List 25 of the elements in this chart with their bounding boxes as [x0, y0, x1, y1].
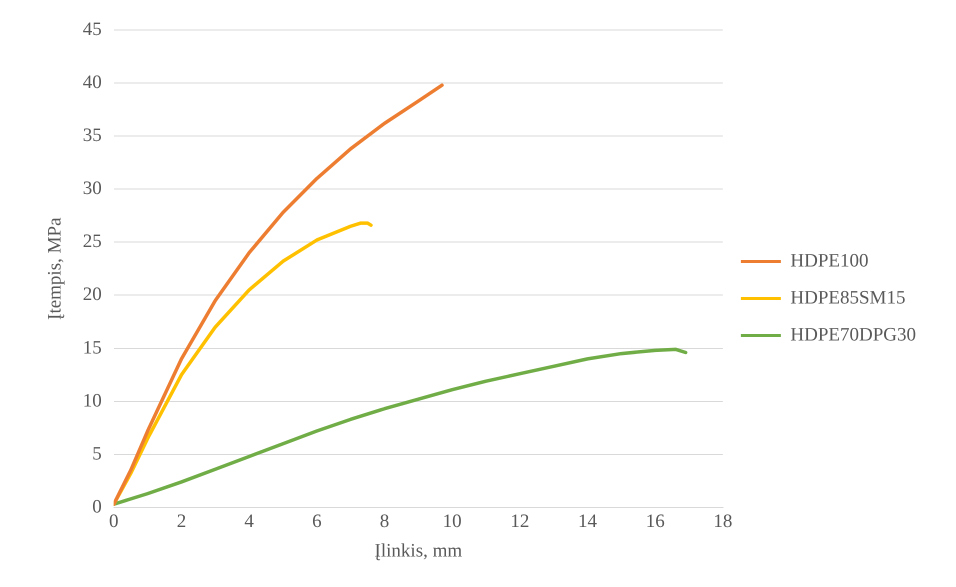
x-tick-label: 2	[176, 510, 186, 532]
x-tick-label: 0	[109, 510, 119, 532]
y-tick-label: 15	[82, 337, 102, 358]
x-tick-label: 18	[713, 510, 732, 532]
x-tick-label: 10	[442, 510, 462, 532]
y-tick-label: 40	[82, 72, 102, 94]
legend-label: HDPE100	[790, 250, 868, 272]
y-axis-title: Įtempis, MPa	[44, 216, 66, 320]
x-axis-title: Įlinkis, mm	[374, 540, 462, 562]
y-tick-label: 25	[82, 231, 102, 252]
y-tick-label: 0	[92, 496, 102, 518]
x-tick-label: 6	[312, 510, 322, 532]
x-tick-label: 12	[510, 510, 530, 532]
y-tick-label: 45	[82, 18, 102, 40]
y-tick-label: 20	[82, 284, 102, 306]
x-tick-label: 14	[578, 510, 598, 532]
legend-label: HDPE85SM15	[790, 287, 906, 308]
y-tick-label: 10	[82, 390, 102, 412]
x-tick-label: 4	[244, 510, 254, 532]
x-tick-label: 8	[380, 510, 390, 532]
legend-label: HDPE70DPG30	[790, 324, 916, 346]
y-tick-label: 35	[82, 125, 102, 146]
y-tick-label: 30	[82, 178, 102, 200]
x-tick-label: 16	[646, 510, 665, 532]
y-tick-label: 5	[92, 443, 102, 464]
